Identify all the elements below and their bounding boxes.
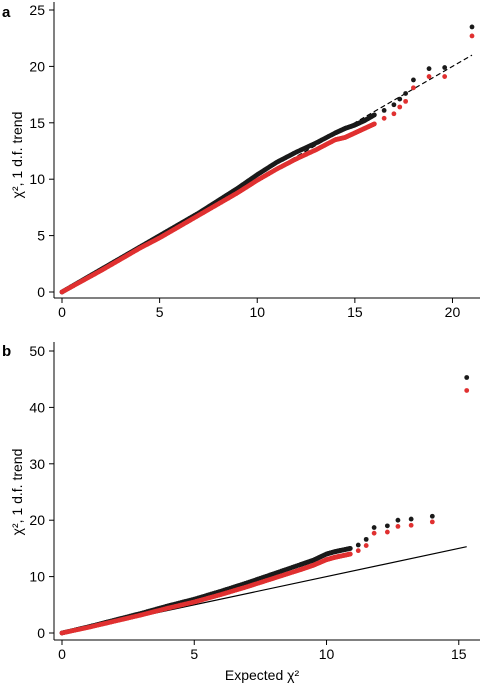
data-point — [391, 102, 397, 108]
panel-b-letter: b — [2, 343, 11, 360]
x-tick-label: 0 — [58, 646, 66, 662]
y-tick-label: 50 — [29, 343, 45, 359]
data-point — [403, 98, 409, 104]
y-tick-label: 25 — [29, 2, 45, 18]
y-tick-label: 40 — [29, 399, 45, 415]
data-point — [429, 519, 435, 525]
x-tick-label: 5 — [190, 646, 198, 662]
data-point — [395, 524, 401, 529]
data-point — [381, 107, 387, 113]
data-point — [371, 112, 377, 118]
series-1 — [59, 33, 475, 295]
data-point — [381, 115, 387, 121]
x-tick-label: 0 — [58, 304, 66, 320]
panel-b-axes — [53, 342, 480, 641]
x-tick-label: 5 — [156, 304, 164, 320]
y-tick-label: 10 — [29, 569, 45, 585]
data-point — [469, 33, 475, 39]
x-tick-label: 10 — [249, 304, 265, 320]
series-0 — [59, 24, 475, 295]
data-point — [371, 525, 377, 530]
data-point — [363, 543, 369, 548]
x-tick-label: 15 — [451, 646, 467, 662]
data-point — [397, 104, 403, 110]
data-point — [347, 551, 353, 557]
data-point — [371, 530, 377, 536]
data-point — [355, 542, 361, 548]
y-tick-label: 5 — [37, 228, 45, 244]
panel-b-points — [59, 375, 470, 636]
x-tick-label: 20 — [445, 304, 461, 320]
y-tick-label: 30 — [29, 456, 45, 472]
series-1 — [59, 388, 470, 636]
panel-b: b χ², 1 d.f. trend Expected χ² 0 5 10 15 0 10… — [2, 342, 480, 683]
data-point — [426, 74, 432, 79]
panel-a-points — [59, 24, 475, 295]
data-point — [469, 24, 475, 30]
series-0 — [59, 375, 470, 636]
panel-b-x-axis-label: Expected χ² — [225, 667, 300, 683]
panel-b-ticks: 0 5 10 15 0 10 20 30 40 50 — [29, 343, 466, 662]
data-point — [429, 513, 435, 519]
data-point — [408, 516, 414, 522]
data-point — [426, 66, 432, 72]
panel-b-y-axis-label: χ², 1 d.f. trend — [9, 449, 25, 536]
panel-a-letter: a — [2, 4, 11, 21]
y-tick-label: 0 — [37, 284, 45, 300]
x-tick-label: 15 — [347, 304, 363, 320]
panel-a-axes — [53, 2, 480, 299]
data-point — [411, 85, 416, 91]
data-point — [384, 529, 390, 535]
data-point — [464, 375, 470, 380]
data-point — [391, 111, 397, 117]
y-tick-label: 20 — [29, 58, 45, 74]
data-point — [442, 65, 448, 70]
y-tick-label: 0 — [37, 625, 45, 641]
data-point — [403, 91, 409, 96]
data-point — [442, 74, 448, 79]
panel-a-y-axis-label: χ², 1 d.f. trend — [9, 112, 25, 199]
data-point — [411, 77, 416, 83]
x-tick-label: 10 — [319, 646, 335, 662]
data-point — [395, 517, 401, 523]
data-point — [397, 96, 403, 102]
data-point — [363, 536, 369, 542]
panel-a: a χ², 1 d.f. trend 0 5 10 15 20 0 5 10 15 20 25 — [2, 2, 480, 320]
panel-a-ticks: 0 5 10 15 20 0 5 10 15 20 25 — [29, 2, 460, 320]
y-tick-label: 10 — [29, 171, 45, 187]
data-point — [408, 522, 414, 528]
y-tick-label: 15 — [29, 115, 45, 131]
data-point — [355, 548, 361, 554]
data-point — [464, 388, 470, 393]
data-point — [371, 121, 377, 127]
y-tick-label: 20 — [29, 512, 45, 528]
data-point — [347, 546, 353, 551]
data-point — [384, 523, 390, 529]
